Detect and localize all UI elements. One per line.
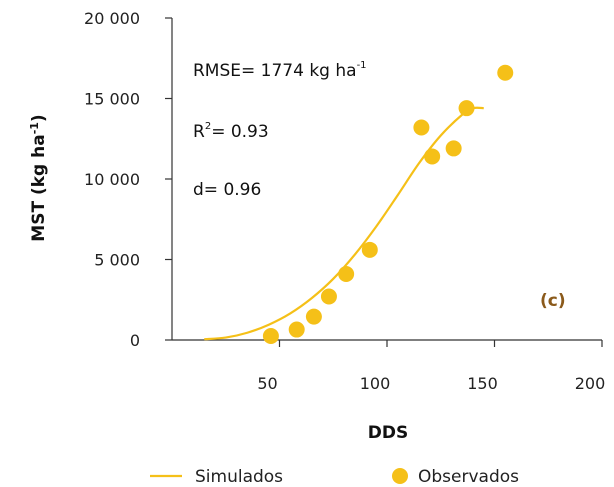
- observed-point: [413, 119, 430, 136]
- observed-point: [458, 100, 475, 117]
- y-tick-label: 10 000: [84, 170, 140, 189]
- rmse-text: RMSE= 1774 kg ha: [193, 61, 357, 81]
- x-tick-label: 150: [467, 374, 498, 393]
- y-axis-title-unit-sup: -1: [28, 122, 41, 134]
- legend: Simulados Observados: [150, 467, 519, 487]
- observed-point: [288, 321, 305, 338]
- legend-label-simulated: Simulados: [195, 467, 283, 487]
- legend-dot-swatch: [392, 468, 408, 484]
- observed-point: [305, 308, 322, 325]
- legend-label-observed: Observados: [418, 467, 519, 487]
- x-tick-label: 200: [575, 374, 606, 393]
- observed-point: [338, 265, 355, 282]
- rmse-sup: -1: [357, 60, 367, 71]
- y-tick-label: 20 000: [84, 9, 140, 28]
- y-axis-title: MST (kg ha-1): [28, 114, 50, 241]
- y-tick-label: 0: [130, 331, 140, 350]
- panel-label: (c): [540, 291, 566, 311]
- r2-prefix: R: [193, 122, 205, 142]
- rmse-annotation: RMSE= 1774 kg ha-1: [193, 60, 367, 81]
- y-tick-labels: 0 5 000 10 000 15 000 20 000: [84, 9, 140, 350]
- y-tick-label: 15 000: [84, 90, 140, 109]
- y-axis-title-main: MST: [29, 201, 49, 242]
- r2-value: = 0.93: [211, 122, 269, 142]
- x-tick-label: 50: [257, 374, 277, 393]
- x-tick-labels: 50 100 150 200: [257, 374, 605, 393]
- observed-points: [262, 64, 514, 344]
- d-annotation: d= 0.96: [193, 180, 261, 200]
- observed-point: [320, 288, 337, 305]
- observed-point: [497, 64, 514, 81]
- r2-sup: 2: [205, 121, 211, 132]
- observed-point: [424, 148, 441, 165]
- x-axis-title: DDS: [368, 423, 408, 443]
- y-axis-title-unit-close: ): [29, 114, 49, 122]
- x-tick-label: 100: [360, 374, 391, 393]
- axes: [165, 17, 603, 347]
- observed-point: [445, 140, 462, 157]
- observed-point: [361, 241, 378, 258]
- y-tick-label: 5 000: [94, 251, 140, 270]
- r2-annotation: R2= 0.93: [193, 121, 269, 142]
- simulated-line: [204, 106, 484, 341]
- observed-point: [262, 327, 279, 344]
- annotations: RMSE= 1774 kg ha-1 R2= 0.93 d= 0.96: [193, 60, 367, 200]
- y-axis-title-unit: (kg ha: [29, 134, 49, 195]
